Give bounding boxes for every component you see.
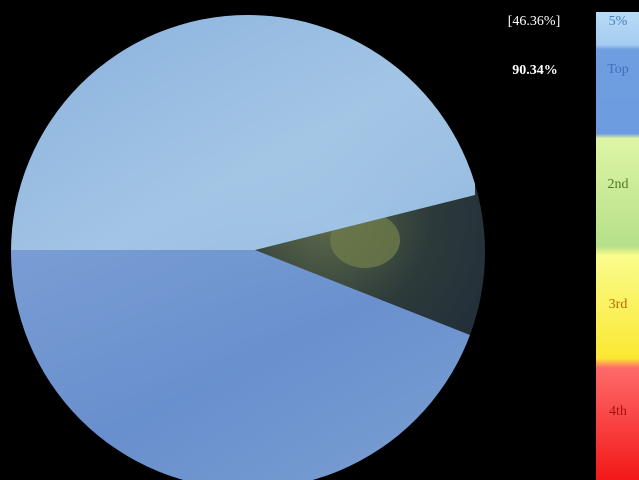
- upper-share-label: [46.36%]: [508, 14, 561, 29]
- legend-label: 2nd: [608, 177, 629, 192]
- legend-label: 5%: [609, 14, 628, 29]
- total-share-label: 90.34%: [512, 63, 558, 78]
- upper-sector: [11, 15, 475, 250]
- legend-label: 4th: [609, 404, 627, 419]
- legend-bar: [596, 12, 639, 480]
- legend-label: 3rd: [609, 297, 628, 312]
- globe: [11, 15, 485, 480]
- legend-label: Top: [607, 62, 629, 77]
- legend: 5% Top 2nd 3rd 4th: [607, 14, 629, 419]
- lower-sector: [11, 250, 470, 480]
